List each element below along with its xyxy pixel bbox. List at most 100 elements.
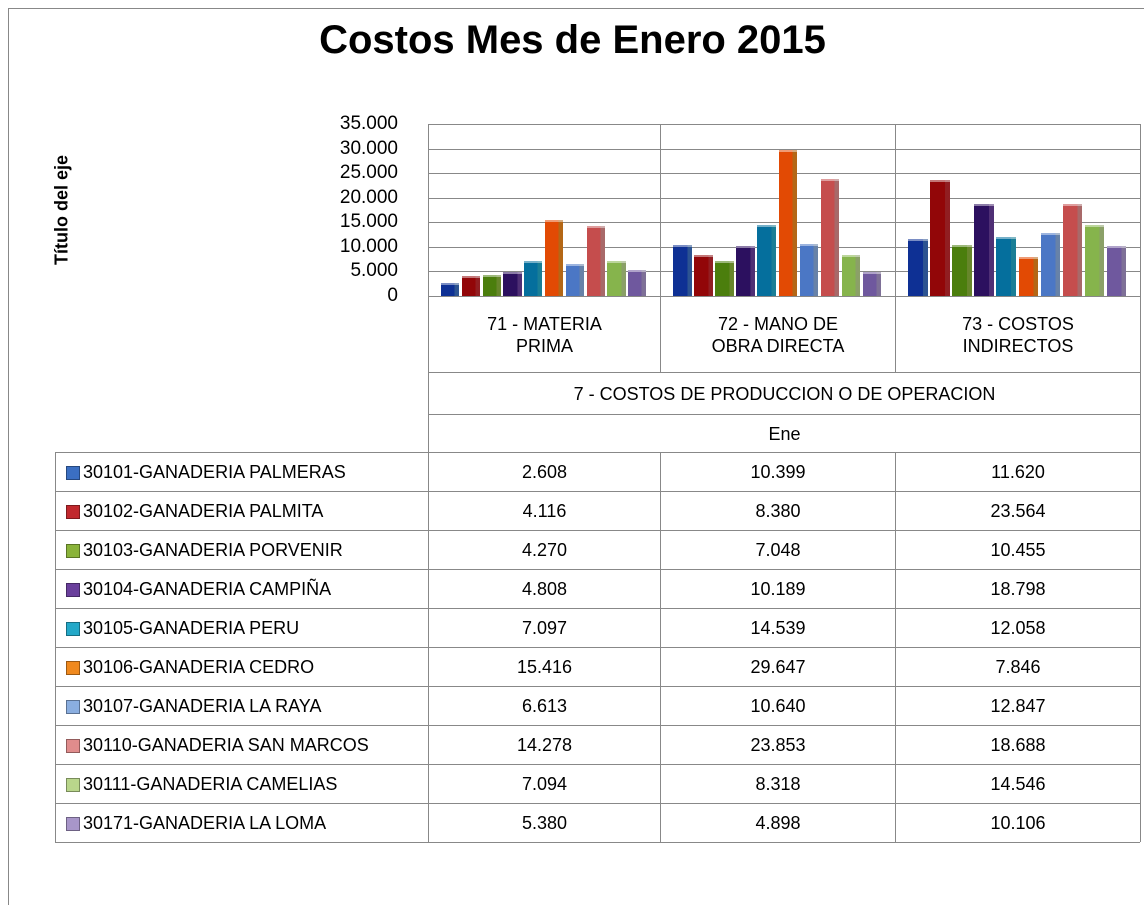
bar <box>952 244 972 296</box>
bar <box>841 255 861 296</box>
table-value: 4.808 <box>428 569 660 608</box>
bar <box>524 261 543 296</box>
table-value: 14.278 <box>428 725 660 764</box>
category-label-text: 71 - MATERIA PRIMA <box>487 313 602 356</box>
legend-swatch <box>66 739 80 753</box>
category-label-text: 72 - MANO DE OBRA DIRECTA <box>711 313 845 356</box>
bar <box>694 254 713 296</box>
table-value: 5.380 <box>428 803 660 842</box>
legend-label: 30103-GANADERIA PORVENIR <box>83 540 343 560</box>
axis-line <box>1140 124 1141 296</box>
table-value: 8.318 <box>660 764 895 803</box>
table-value: 14.546 <box>895 764 1140 803</box>
legend-label: 30171-GANADERIA LA LOMA <box>83 813 327 833</box>
chart-frame <box>8 8 1144 905</box>
y-tick-label: 5.000 <box>350 260 398 282</box>
legend-swatch <box>66 583 80 597</box>
bar <box>503 272 522 296</box>
bar <box>673 244 692 296</box>
bar <box>628 269 647 296</box>
table-value: 23.564 <box>895 491 1140 530</box>
period-label: Ene <box>428 414 1140 452</box>
y-tick-label: 15.000 <box>339 211 398 233</box>
axis-line <box>428 124 429 296</box>
bar <box>930 180 950 296</box>
legend-label: 30104-GANADERIA CAMPIÑA <box>83 579 332 599</box>
legend-cell: 30106-GANADERIA CEDRO <box>55 647 428 686</box>
table-value: 18.798 <box>895 569 1140 608</box>
bar <box>736 245 755 296</box>
bar <box>778 150 798 296</box>
bar <box>586 225 605 296</box>
table-value: 6.613 <box>428 686 660 725</box>
legend-label: 30106-GANADERIA CEDRO <box>83 657 315 677</box>
grid-line <box>428 124 1140 125</box>
legend-label: 30110-GANADERIA SAN MARCOS <box>83 735 369 755</box>
legend-swatch <box>66 778 80 792</box>
table-value: 12.058 <box>895 608 1140 647</box>
table-value: 4.270 <box>428 530 660 569</box>
y-tick-label: 25.000 <box>339 162 398 184</box>
legend-label: 30107-GANADERIA LA RAYA <box>83 696 322 716</box>
bar <box>1040 232 1061 296</box>
table-value: 12.847 <box>895 686 1140 725</box>
table-value: 7.846 <box>895 647 1140 686</box>
bar <box>441 283 460 296</box>
bar <box>1084 224 1105 296</box>
bar <box>820 178 840 296</box>
bar <box>757 224 776 296</box>
y-tick-label: 35.000 <box>339 113 398 134</box>
bar <box>862 271 882 296</box>
grid-line <box>428 148 1140 150</box>
legend-swatch <box>66 700 80 714</box>
table-value: 10.106 <box>895 803 1140 842</box>
bar <box>908 238 928 296</box>
bar <box>1018 257 1039 296</box>
table-value: 11.620 <box>895 452 1140 491</box>
table-value: 23.853 <box>660 725 895 764</box>
legend-cell: 30103-GANADERIA PORVENIR <box>55 530 428 569</box>
legend-label: 30105-GANADERIA PERU <box>83 618 300 638</box>
table-value: 7.097 <box>428 608 660 647</box>
table-value: 29.647 <box>660 647 895 686</box>
legend-cell: 30171-GANADERIA LA LOMA <box>55 803 428 842</box>
bar <box>461 275 481 296</box>
table-value: 10.640 <box>660 686 895 725</box>
legend-swatch <box>66 661 80 675</box>
legend-label: 30102-GANADERIA PALMITA <box>83 501 324 521</box>
category-group-label: 7 - COSTOS DE PRODUCCION O DE OPERACION <box>428 372 1140 414</box>
table-value: 10.455 <box>895 530 1140 569</box>
bar <box>545 220 564 296</box>
bar <box>565 263 585 296</box>
legend-swatch <box>66 466 80 480</box>
table-value: 14.539 <box>660 608 895 647</box>
y-tick-label: 10.000 <box>339 235 398 257</box>
table-value: 8.380 <box>660 491 895 530</box>
legend-label: 30101-GANADERIA PALMERAS <box>83 462 346 482</box>
table-value: 2.608 <box>428 452 660 491</box>
table-border <box>55 842 1140 843</box>
y-axis-title: Título del eje <box>51 154 72 266</box>
bar <box>1106 246 1127 296</box>
legend-swatch <box>66 817 80 831</box>
y-tick-label: 20.000 <box>339 186 398 208</box>
category-label: 72 - MANO DE OBRA DIRECTA <box>660 296 895 372</box>
category-label: 73 - COSTOS INDIRECTOS <box>895 296 1140 372</box>
table-value: 10.399 <box>660 452 895 491</box>
table-value: 7.094 <box>428 764 660 803</box>
category-label: 71 - MATERIA PRIMA <box>428 296 660 372</box>
table-border <box>1140 296 1141 842</box>
bar <box>715 261 734 296</box>
bar <box>996 236 1016 296</box>
bar <box>482 275 501 296</box>
bar <box>607 261 626 296</box>
legend-cell: 30111-GANADERIA CAMELIAS <box>55 764 428 803</box>
table-value: 10.189 <box>660 569 895 608</box>
axis-line <box>660 124 661 296</box>
legend-cell: 30107-GANADERIA LA RAYA <box>55 686 428 725</box>
table-value: 15.416 <box>428 647 660 686</box>
legend-label: 30111-GANADERIA CAMELIAS <box>83 774 338 794</box>
y-tick-label: 30.000 <box>339 137 398 159</box>
bar <box>1062 204 1083 296</box>
legend-cell: 30102-GANADERIA PALMITA <box>55 491 428 530</box>
